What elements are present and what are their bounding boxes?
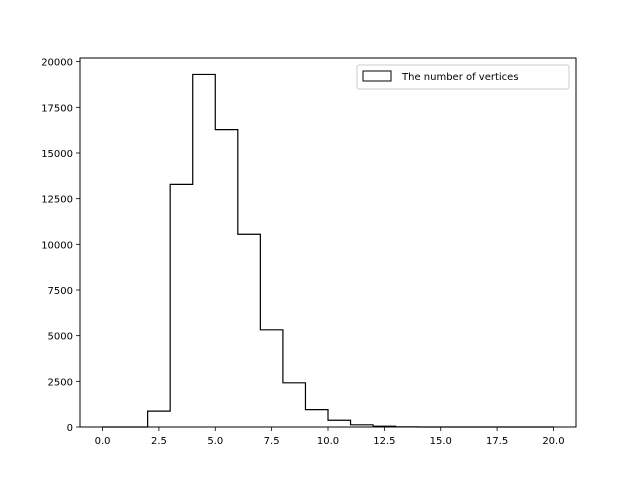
histogram-bin [215,130,238,427]
series-layer [102,73,554,428]
legend: The number of vertices [356,64,570,90]
y-tick-label: 20000 [41,58,73,69]
y-tick-label: 5000 [48,332,73,343]
histogram-bin [170,184,193,427]
y-tick-label: 10000 [41,240,73,251]
histogram-bin [260,330,283,427]
histogram-bin [148,411,171,427]
histogram-bin [305,410,328,427]
x-tick-label: 7.5 [264,436,280,447]
x-tick-label: 20.0 [542,436,564,447]
legend-label: The number of vertices [401,72,519,83]
legend-swatch [362,70,392,82]
x-axis-ticks: 0.0 2.5 5.0 7.5 10.0 12.5 15.0 17.5 20.0 [95,427,565,447]
x-tick-label: 12.5 [373,436,395,447]
x-tick-label: 5.0 [207,436,223,447]
x-tick-label: 17.5 [486,436,508,447]
histogram-bin [193,74,216,427]
y-tick-label: 15000 [41,149,73,160]
y-axis-ticks: 0 2500 5000 7500 10000 12500 15000 17500 20000 [41,58,80,434]
legend-box [356,64,570,90]
histogram-bin [328,420,351,427]
x-tick-label: 0.0 [95,436,111,447]
x-tick-label: 10.0 [317,436,339,447]
histogram-bin [283,383,306,427]
histogram-step-outline [102,73,554,428]
y-tick-label: 17500 [41,103,73,114]
plot-frame [79,57,577,428]
histogram-bin [238,234,261,427]
y-tick-label: 0 [67,423,73,434]
y-tick-label: 7500 [48,286,73,297]
y-tick-label: 12500 [41,195,73,206]
x-tick-label: 15.0 [430,436,452,447]
x-tick-label: 2.5 [151,436,167,447]
y-tick-label: 2500 [48,377,73,388]
